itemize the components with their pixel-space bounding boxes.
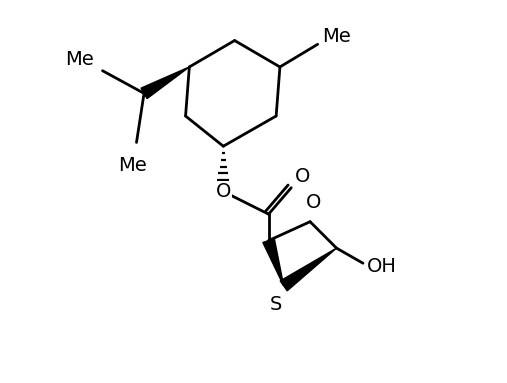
Text: Me: Me: [65, 50, 94, 69]
Polygon shape: [263, 239, 284, 286]
Text: Me: Me: [322, 27, 351, 46]
Text: O: O: [306, 193, 321, 212]
Text: S: S: [270, 295, 282, 314]
Polygon shape: [280, 248, 337, 291]
Text: O: O: [295, 167, 310, 186]
Polygon shape: [141, 67, 189, 98]
Text: O: O: [215, 182, 231, 201]
Text: OH: OH: [367, 257, 397, 277]
Text: Me: Me: [118, 155, 147, 175]
